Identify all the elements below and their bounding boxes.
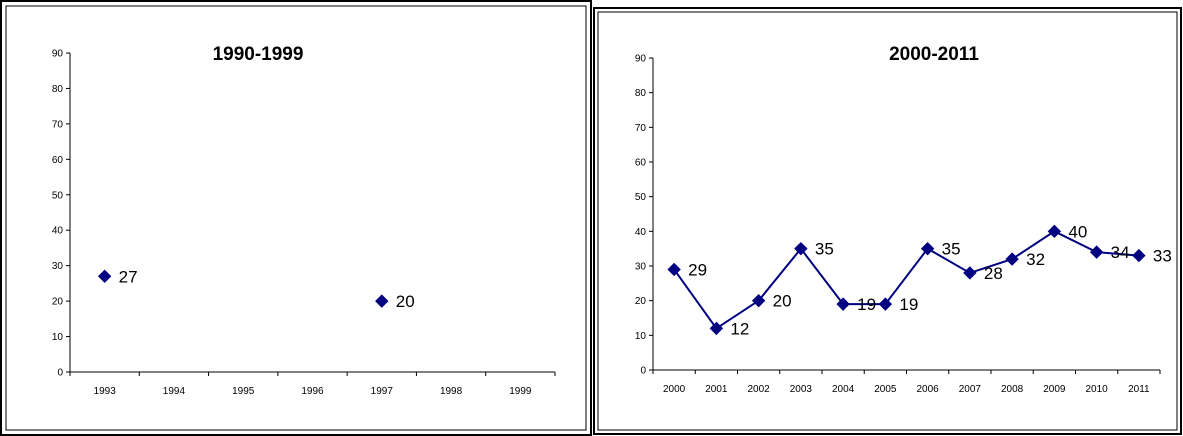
data-label: 28 xyxy=(984,264,1003,283)
y-tick-label: 60 xyxy=(635,158,647,169)
data-point-marker xyxy=(1048,225,1060,237)
x-tick-label: 2011 xyxy=(1128,384,1150,395)
x-tick-label: 1996 xyxy=(301,386,324,397)
x-tick-label: 1995 xyxy=(232,386,255,397)
y-tick-label: 10 xyxy=(635,331,647,342)
y-tick-label: 20 xyxy=(635,296,647,307)
y-tick-label: 80 xyxy=(635,88,647,99)
y-tick-label: 60 xyxy=(52,155,64,166)
chart-title: 1990-1999 xyxy=(213,44,304,65)
data-label: 32 xyxy=(1026,250,1045,269)
y-tick-label: 50 xyxy=(52,190,64,201)
x-tick-label: 2008 xyxy=(1001,384,1024,395)
y-tick-label: 90 xyxy=(635,54,647,65)
x-tick-label: 2001 xyxy=(705,384,728,395)
x-tick-label: 2007 xyxy=(959,384,982,395)
y-tick-label: 70 xyxy=(635,123,647,134)
data-point-marker xyxy=(1091,246,1103,258)
y-tick-label: 30 xyxy=(635,262,647,273)
y-tick-label: 10 xyxy=(52,332,64,343)
chart-2000-2011: 2000-2011 0 10 20 30 40 50 60 70 80 90 2000 2001 200… xyxy=(592,0,1183,436)
data-label: 12 xyxy=(730,319,749,338)
y-tick-label: 30 xyxy=(52,261,64,272)
x-tick-label: 2003 xyxy=(790,384,813,395)
data-label: 35 xyxy=(815,240,834,259)
y-tick-label: 40 xyxy=(635,227,647,238)
data-label: 20 xyxy=(773,292,792,311)
y-tick-label: 90 xyxy=(52,49,64,60)
data-label: 34 xyxy=(1111,243,1130,262)
chart-title: 2000-2011 xyxy=(889,44,979,65)
x-tick-label: 1999 xyxy=(509,386,532,397)
data-label: 35 xyxy=(942,240,961,259)
data-point-marker xyxy=(99,270,111,282)
plot-area: 0 10 20 30 40 50 60 70 80 90 2000 2001 2002 2003 2004 2… xyxy=(635,54,1172,396)
x-tick-label: 2002 xyxy=(748,384,771,395)
data-label: 29 xyxy=(688,260,707,279)
y-tick-label: 0 xyxy=(57,368,63,379)
data-label: 19 xyxy=(857,295,876,314)
chart-border xyxy=(1,1,591,435)
x-tick-label: 2004 xyxy=(832,384,855,395)
data-point-marker xyxy=(964,267,976,279)
data-label: 20 xyxy=(396,292,415,311)
x-tick-label: 2006 xyxy=(917,384,940,395)
data-label: 40 xyxy=(1068,222,1087,241)
y-tick-label: 50 xyxy=(635,192,647,203)
chart-1990-1999: 1990-1999 0 10 20 30 40 50 60 70 80 90 1993 1994 199… xyxy=(0,0,592,436)
data-point-marker xyxy=(1006,253,1018,265)
x-tick-label: 1998 xyxy=(440,386,463,397)
y-tick-label: 0 xyxy=(640,366,646,377)
chart-panel-1990-1999: 1990-1999 0 10 20 30 40 50 60 70 80 90 1993 1994 199… xyxy=(0,0,592,436)
data-label: 27 xyxy=(119,267,138,286)
data-point-marker xyxy=(1133,250,1145,262)
x-tick-label: 2010 xyxy=(1086,384,1109,395)
y-tick-label: 80 xyxy=(52,84,64,95)
x-tick-label: 2000 xyxy=(663,384,686,395)
data-point-marker xyxy=(376,295,388,307)
plot-area: 0 10 20 30 40 50 60 70 80 90 1993 1994 1995 1996 1997 1… xyxy=(52,49,555,398)
chart-border-inner xyxy=(6,6,586,430)
y-tick-label: 20 xyxy=(52,297,64,308)
chart-border-inner xyxy=(598,12,1177,430)
x-tick-label: 1997 xyxy=(371,386,394,397)
data-label: 19 xyxy=(899,295,918,314)
y-tick-label: 70 xyxy=(52,119,64,130)
chart-panel-2000-2011: 2000-2011 0 10 20 30 40 50 60 70 80 90 2000 2001 200… xyxy=(592,0,1183,436)
x-tick-label: 2009 xyxy=(1043,384,1066,395)
y-tick-label: 40 xyxy=(52,226,64,237)
x-tick-label: 2005 xyxy=(874,384,897,395)
x-tick-label: 1994 xyxy=(163,386,186,397)
data-label: 33 xyxy=(1153,247,1172,266)
x-tick-label: 1993 xyxy=(94,386,117,397)
